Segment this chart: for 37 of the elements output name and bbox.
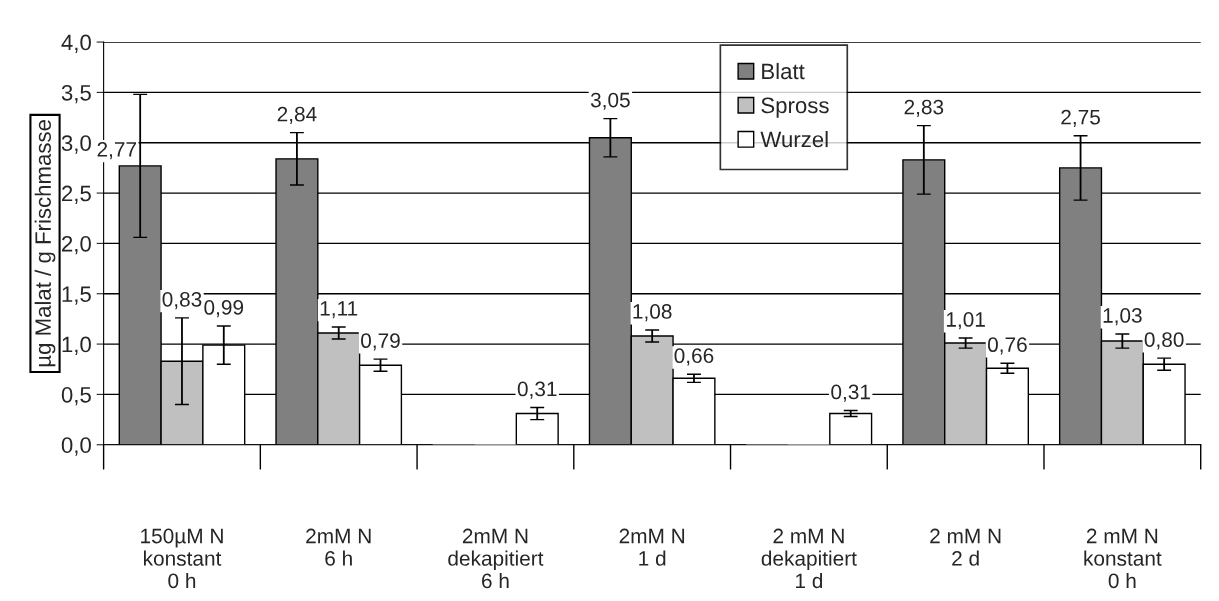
y-tick-label: 2,0	[62, 235, 91, 255]
y-tick-label: 1,0	[62, 336, 91, 355]
x-tick-label: 2 mM N dekapitiert 1 d	[761, 528, 857, 589]
x-tick-label: 2mM N 6 h	[306, 528, 371, 566]
x-tick-label: 150µM N konstant 0 h	[141, 528, 223, 589]
y-tick-label: 0,0	[61, 437, 91, 456]
y-tick-label: 2,5	[62, 185, 91, 204]
data-label: 1,08	[633, 304, 672, 322]
data-label: 3,05	[590, 92, 630, 110]
data-label: 0,99	[204, 300, 244, 318]
y-tick-label: 3,0	[61, 135, 91, 154]
x-tick-label: 2mM N dekapitiert 6 h	[448, 528, 544, 589]
x-tick-label: 2mM N 1 d	[619, 528, 685, 566]
data-label: 2,77	[97, 141, 137, 160]
legend-label: Blatt	[762, 62, 805, 80]
data-label: 0,76	[987, 337, 1027, 355]
data-label: 0,83	[162, 291, 202, 310]
legend-label: Wurzel	[760, 131, 828, 148]
y-tick-label: 4,0	[61, 34, 91, 53]
data-label: 0,31	[831, 384, 870, 402]
data-label: 1,03	[1103, 308, 1142, 326]
x-tick-label: 2 mM N konstant 0 h	[1084, 528, 1162, 589]
data-label: 0,79	[361, 333, 400, 351]
data-label: 2,83	[904, 99, 944, 117]
y-tick-label: 3,5	[61, 84, 91, 104]
y-axis-title: µg Malat / g Frischmasse	[34, 120, 56, 367]
data-label: 2,84	[277, 106, 317, 124]
legend-label: Spross	[761, 97, 829, 118]
data-label: 0,31	[517, 381, 557, 399]
data-label: 0,66	[674, 348, 714, 366]
y-tick-label: 1,5	[62, 286, 91, 305]
data-label: 1,11	[320, 301, 358, 319]
data-label: 2,75	[1061, 109, 1100, 127]
y-tick-label: 0,5	[61, 386, 91, 406]
x-tick-label: 2 mM N 2 d	[930, 528, 1001, 566]
data-label: 1,01	[946, 312, 985, 330]
data-label: 0,80	[1144, 332, 1184, 350]
